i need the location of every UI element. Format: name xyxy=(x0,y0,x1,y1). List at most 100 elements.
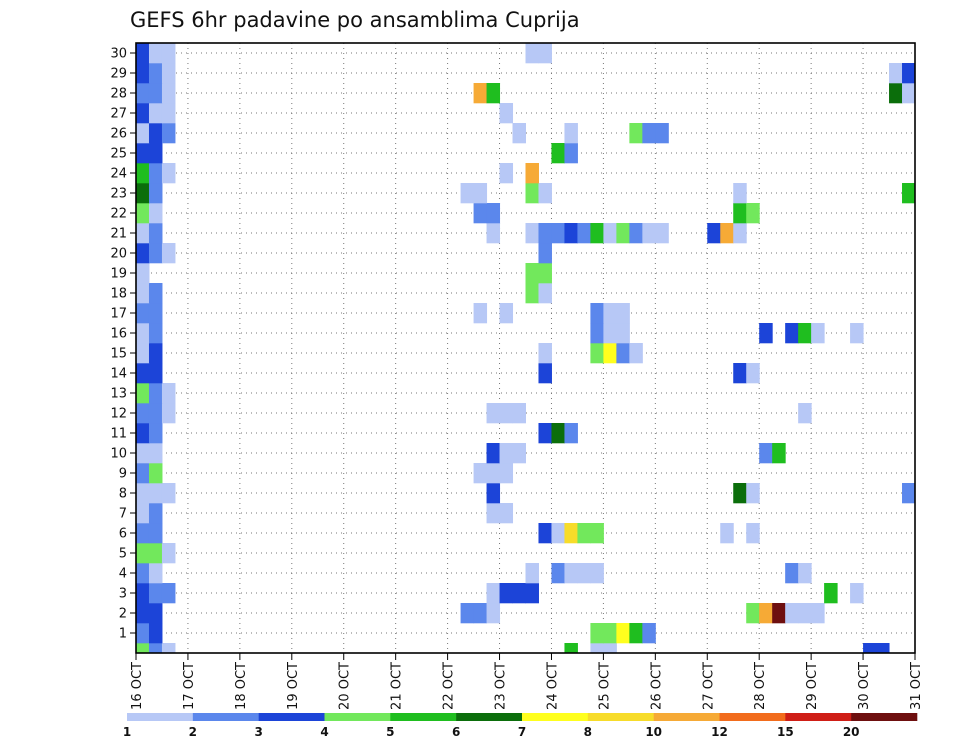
colorbar-legend: 1 2 3 4 5 6 7 8 10 12 15 20 xyxy=(123,713,918,739)
x-tick-label: 23 OCT xyxy=(494,662,509,710)
heatmap-cell xyxy=(629,343,643,364)
heatmap-cell xyxy=(616,343,630,364)
heatmap-cell xyxy=(148,303,163,324)
heatmap-cell xyxy=(161,403,176,424)
heatmap-cell xyxy=(564,223,578,244)
heatmap-cell xyxy=(499,403,514,424)
heatmap-cell xyxy=(499,463,514,484)
chart-title: GEFS 6hr padavine po ansamblima Cuprija xyxy=(130,8,580,32)
heatmap-cell xyxy=(499,103,514,124)
heatmap-cell xyxy=(161,63,176,84)
heatmap-cell xyxy=(148,123,163,144)
heatmap-cell xyxy=(902,63,916,84)
heatmap-cell xyxy=(148,243,163,264)
colorbar-tick-label: 12 xyxy=(711,725,728,739)
heatmap-cell xyxy=(759,323,773,344)
heatmap-cell xyxy=(148,483,163,504)
colorbar-tick-label: 20 xyxy=(843,725,860,739)
heatmap-cell xyxy=(603,303,617,324)
heatmap-cell xyxy=(486,223,501,244)
colorbar-segment xyxy=(390,713,457,721)
heatmap-cell xyxy=(161,483,176,504)
heatmap-cell xyxy=(798,323,812,344)
heatmap-cell xyxy=(616,623,630,644)
y-tick-label: 26 xyxy=(110,127,127,142)
heatmap-cell xyxy=(161,123,176,144)
heatmap-cell xyxy=(733,483,747,504)
heatmap-cell xyxy=(772,603,786,624)
heatmap-cell xyxy=(603,343,617,364)
x-axis-tick-labels: 16 OCT 17 OCT 18 OCT 19 OCT 20 OCT 21 OCT 22 O… xyxy=(130,653,924,710)
y-tick-label: 1 xyxy=(119,627,127,642)
heatmap-cell xyxy=(551,223,565,244)
heatmap-cell xyxy=(798,403,812,424)
y-axis-tick-labels: 1234567891011121314151617181920212223242… xyxy=(110,47,136,642)
heatmap-cell xyxy=(642,223,656,244)
heatmap-cell xyxy=(616,223,630,244)
y-tick-label: 10 xyxy=(110,447,127,462)
heatmap-cell xyxy=(577,563,591,584)
heatmap-cell xyxy=(876,643,890,654)
heatmap-cell xyxy=(642,123,656,144)
heatmap-cell xyxy=(148,83,163,104)
y-tick-label: 27 xyxy=(110,107,127,122)
colorbar-segment xyxy=(258,713,325,721)
heatmap-cell xyxy=(564,523,578,544)
heatmap-cell xyxy=(525,563,539,584)
heatmap-cell xyxy=(136,643,150,654)
heatmap-cell xyxy=(785,323,799,344)
heatmap-cell xyxy=(486,483,501,504)
heatmap-cell xyxy=(148,423,163,444)
y-tick-label: 5 xyxy=(119,547,127,562)
heatmap-cell xyxy=(538,523,552,544)
heatmap-cell xyxy=(136,183,150,204)
y-tick-label: 16 xyxy=(110,327,127,342)
heatmap-cell xyxy=(499,583,514,604)
x-tick-label: 26 OCT xyxy=(649,662,664,710)
heatmap-cell xyxy=(590,343,604,364)
heatmap-cell xyxy=(161,243,176,264)
heatmap-cell xyxy=(136,383,150,404)
heatmap-cell xyxy=(655,123,669,144)
heatmap-cell xyxy=(512,403,526,424)
heatmap-cell xyxy=(538,183,552,204)
heatmap-cell xyxy=(655,223,669,244)
heatmap-cell xyxy=(136,463,150,484)
x-tick-label: 22 OCT xyxy=(442,662,457,710)
colorbar-segment xyxy=(785,713,852,721)
heatmap-cell xyxy=(486,583,501,604)
colorbar-segment xyxy=(653,713,720,721)
y-tick-label: 2 xyxy=(119,607,127,622)
heatmap-cell xyxy=(512,583,526,604)
x-tick-label: 29 OCT xyxy=(805,662,820,710)
heatmap-cell xyxy=(148,543,163,564)
heatmap-cell xyxy=(889,63,903,84)
heatmap-cell xyxy=(512,123,526,144)
heatmap-cell xyxy=(148,163,163,184)
y-tick-label: 14 xyxy=(110,367,127,382)
heatmap-cell xyxy=(525,263,539,284)
y-tick-label: 12 xyxy=(110,407,127,422)
heatmap-cell xyxy=(136,363,150,384)
heatmap-cell xyxy=(564,423,578,444)
heatmap-cell xyxy=(538,43,552,64)
heatmap-cell xyxy=(850,583,864,604)
heatmap-cell xyxy=(603,323,617,344)
heatmap-cell xyxy=(136,223,150,244)
heatmap-cell xyxy=(161,83,176,104)
x-tick-label: 31 OCT xyxy=(909,662,924,710)
y-tick-label: 15 xyxy=(110,347,127,362)
heatmap-cell xyxy=(538,283,552,304)
heatmap-cell xyxy=(473,463,488,484)
heatmap-cell xyxy=(460,183,475,204)
heatmap-cell xyxy=(136,203,150,224)
y-tick-label: 13 xyxy=(110,387,127,402)
heatmap-cell xyxy=(136,343,150,364)
heatmap-cell xyxy=(136,523,150,544)
heatmap-cell xyxy=(746,203,760,224)
y-tick-label: 18 xyxy=(110,287,127,302)
x-tick-label: 17 OCT xyxy=(182,662,197,710)
heatmap-cell xyxy=(798,563,812,584)
heatmap-cell xyxy=(746,363,760,384)
colorbar-segment xyxy=(851,713,918,721)
